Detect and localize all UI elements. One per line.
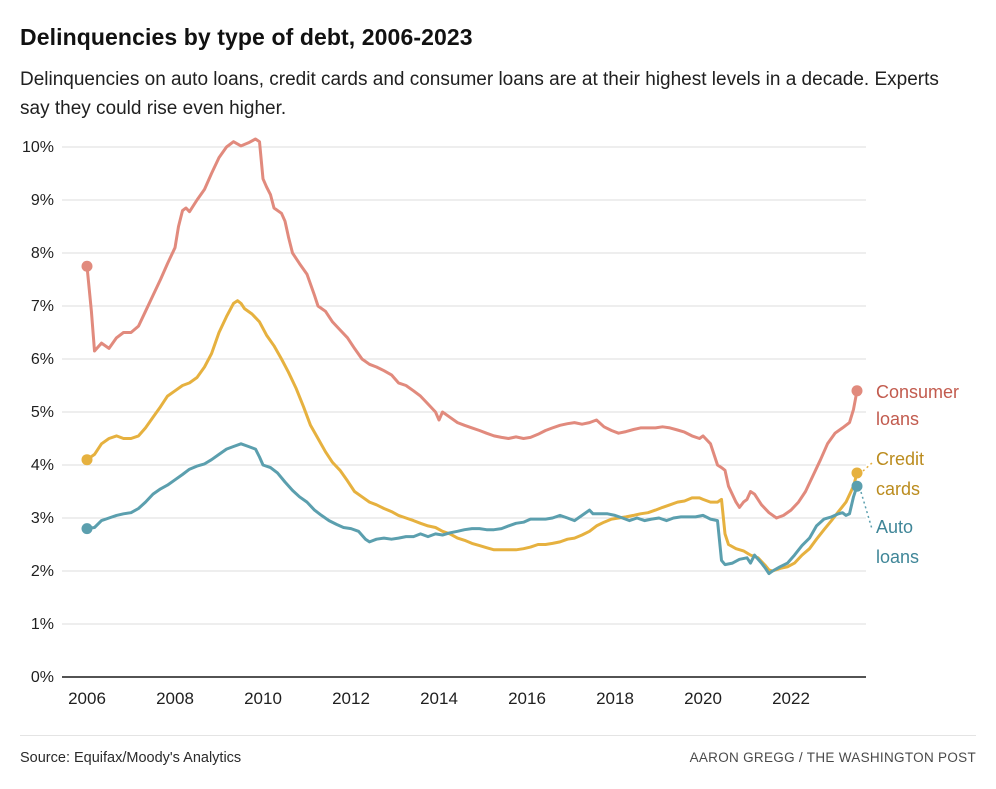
source-note: Source: Equifax/Moody's Analytics	[20, 749, 242, 766]
x-tick-label: 2018	[596, 689, 634, 708]
x-tick-label: 2020	[684, 689, 722, 708]
series-label: Auto	[876, 517, 913, 537]
y-tick-label: 6%	[31, 351, 54, 368]
series-start-dot	[81, 522, 93, 534]
x-tick-label: 2010	[244, 689, 282, 708]
series-start-dot	[81, 260, 93, 272]
x-tick-label: 2008	[156, 689, 194, 708]
x-tick-label: 2022	[772, 689, 810, 708]
chart-area: 0% 1% 2% 3% 4% 5% 6% 7% 8% 9% 10% 2006 2008 2010 2012 2…	[20, 132, 976, 727]
chart-footer: Source: Equifax/Moody's Analytics AARON …	[20, 734, 976, 766]
chart-title: Delinquencies by type of debt, 2006-2023	[20, 24, 473, 50]
x-tick-label: 2014	[420, 689, 458, 708]
y-tick-label: 3%	[31, 510, 54, 527]
y-tick-label: 2%	[31, 563, 54, 580]
label-leader-line	[862, 462, 873, 472]
series-line	[85, 137, 859, 520]
y-tick-label: 1%	[31, 616, 54, 633]
series-end-dot	[851, 467, 863, 479]
x-tick-label: 2006	[68, 689, 106, 708]
y-tick-label: 10%	[22, 139, 54, 156]
chart-subtitle: Delinquencies on auto loans, credit card…	[20, 69, 939, 120]
series-label: Credit	[876, 449, 924, 469]
series-label: loans	[876, 409, 919, 429]
y-tick-label: 0%	[31, 669, 54, 686]
x-tick-label: 2016	[508, 689, 546, 708]
y-tick-label: 9%	[31, 192, 54, 209]
series-label: loans	[876, 547, 919, 567]
series-label: Consumer	[876, 382, 959, 402]
y-tick-label: 4%	[31, 457, 54, 474]
series-line	[85, 299, 859, 573]
byline-credit: AARON GREGG / THE WASHINGTON POST	[689, 749, 976, 765]
y-tick-label: 5%	[31, 404, 54, 421]
series-line	[85, 442, 859, 575]
y-tick-label: 7%	[31, 298, 54, 315]
label-leader-line	[860, 491, 873, 530]
y-tick-label: 8%	[31, 245, 54, 262]
series-end-dot	[851, 480, 863, 492]
series-label: cards	[876, 479, 920, 499]
chart-svg: 0% 1% 2% 3% 4% 5% 6% 7% 8% 9% 10% 2006 2008 2010 2012 2…	[22, 137, 959, 708]
series-start-dot	[81, 454, 93, 466]
x-tick-label: 2012	[332, 689, 370, 708]
series-end-dot	[851, 385, 863, 397]
